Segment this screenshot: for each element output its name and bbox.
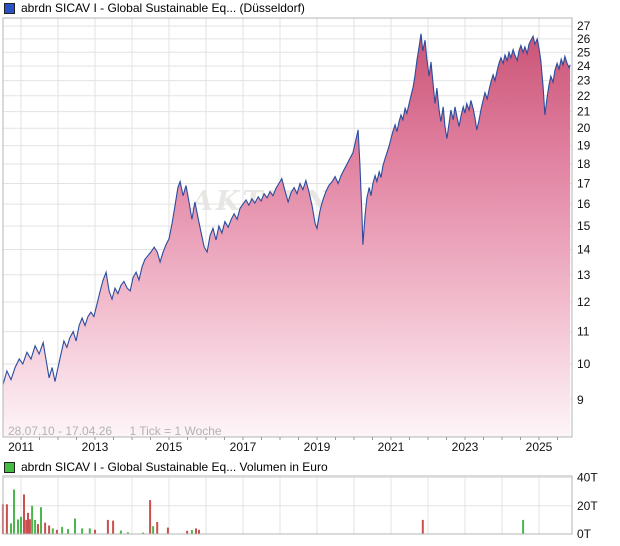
date-range-text: 28.07.10 - 17.04.26 bbox=[8, 424, 113, 438]
volume-bar bbox=[421, 519, 424, 534]
volume-bar bbox=[37, 524, 39, 534]
volume-bar bbox=[88, 528, 91, 534]
y-axis-tick-label: 17 bbox=[577, 176, 591, 190]
x-axis-tick-label: 2025 bbox=[526, 440, 553, 454]
x-axis-tick-label: 2021 bbox=[378, 440, 405, 454]
x-axis-tick-label: 2017 bbox=[230, 440, 257, 454]
volume-bar bbox=[522, 519, 525, 534]
volume-bar bbox=[166, 527, 169, 534]
volume-bar bbox=[149, 500, 152, 534]
x-axis-tick-label: 2015 bbox=[156, 440, 183, 454]
y-axis-tick-label: 26 bbox=[577, 32, 591, 46]
y-axis-tick-label: 23 bbox=[577, 74, 591, 88]
volume-bar bbox=[20, 516, 22, 534]
volume-grid bbox=[3, 476, 572, 534]
price-area-fill bbox=[2, 33, 571, 437]
volume-axis-tick-label: 20T bbox=[577, 499, 598, 513]
volume-bar bbox=[23, 494, 25, 534]
price-line bbox=[2, 33, 571, 386]
y-axis-tick-label: 12 bbox=[577, 295, 591, 309]
volume-bar bbox=[81, 528, 84, 534]
y-axis-tick-label: 21 bbox=[577, 105, 591, 119]
volume-bar bbox=[28, 519, 31, 534]
volume-bar bbox=[17, 519, 19, 534]
volume-bar bbox=[74, 518, 76, 534]
volume-y-axis-labels: 40T 20T 0T bbox=[577, 471, 598, 542]
tick-interval-text: 1 Tick = 1 Woche bbox=[129, 424, 222, 438]
volume-bar bbox=[67, 529, 69, 534]
volume-bar bbox=[106, 519, 109, 534]
volume-bar bbox=[112, 520, 115, 534]
y-axis-tick-label: 13 bbox=[577, 268, 591, 282]
volume-bar bbox=[34, 519, 37, 534]
volume-bar bbox=[44, 522, 47, 534]
volume-frame bbox=[2, 475, 573, 535]
volume-chart-title: abrdn SICAV I - Global Sustainable Eq...… bbox=[21, 460, 328, 474]
y-axis-tick-label: 25 bbox=[577, 45, 591, 59]
y-axis-tick-label: 11 bbox=[577, 325, 590, 339]
x-axis-tick-label: 2011 bbox=[8, 440, 34, 454]
volume-bar bbox=[152, 526, 155, 534]
volume-series-marker-icon bbox=[4, 461, 15, 473]
volume-bar bbox=[156, 522, 159, 534]
volume-bars bbox=[1, 489, 525, 535]
x-axis-labels: 2011 2013 2015 2017 2019 2021 2023 2025 bbox=[8, 440, 553, 454]
volume-bar bbox=[10, 523, 12, 534]
y-axis-tick-label: 9 bbox=[577, 393, 584, 407]
y-axis-tick-label: 16 bbox=[577, 197, 591, 211]
volume-bar bbox=[198, 529, 200, 534]
y-axis-tick-label: 20 bbox=[577, 121, 591, 135]
volume-bar bbox=[13, 489, 15, 534]
volume-bar bbox=[31, 505, 34, 535]
price-frame bbox=[2, 17, 573, 440]
price-chart-title: abrdn SICAV I - Global Sustainable Eq...… bbox=[21, 1, 305, 15]
volume-bar bbox=[25, 519, 28, 534]
date-range-note: 28.07.10 - 17.04.26 1 Tick = 1 Woche bbox=[8, 424, 222, 438]
volume-bar bbox=[94, 529, 96, 534]
y-axis-tick-label: 18 bbox=[577, 157, 591, 171]
volume-bar bbox=[126, 532, 129, 534]
volume-bar bbox=[142, 532, 145, 534]
volume-bar bbox=[190, 530, 193, 534]
y-axis-tick-label: 22 bbox=[577, 89, 591, 103]
y-axis-tick-label: 27 bbox=[577, 19, 591, 33]
y-axis-tick-label: 14 bbox=[577, 243, 591, 257]
volume-bar bbox=[61, 526, 64, 534]
volume-chart-header: abrdn SICAV I - Global Sustainable Eq...… bbox=[4, 460, 328, 474]
volume-bar bbox=[48, 525, 51, 534]
volume-bar bbox=[119, 530, 122, 534]
y-axis-tick-label: 19 bbox=[577, 139, 591, 153]
volume-bar bbox=[195, 528, 197, 534]
volume-axis-tick-label: 40T bbox=[577, 471, 598, 485]
price-series-marker-icon bbox=[4, 2, 15, 14]
volume-bar bbox=[55, 529, 58, 534]
y-axis-tick-label: 10 bbox=[577, 357, 591, 371]
x-axis-tick-label: 2013 bbox=[82, 440, 109, 454]
volume-bar bbox=[5, 504, 8, 534]
x-axis-tick-label: 2019 bbox=[304, 440, 331, 454]
price-chart-header: abrdn SICAV I - Global Sustainable Eq...… bbox=[4, 1, 305, 15]
volume-axis-tick-label: 0T bbox=[577, 527, 592, 541]
volume-bar bbox=[40, 507, 42, 534]
volume-bar bbox=[27, 512, 29, 534]
y-axis-tick-label: 15 bbox=[577, 219, 591, 233]
x-axis-tick-label: 2023 bbox=[452, 440, 479, 454]
volume-bar bbox=[186, 530, 189, 534]
price-series bbox=[2, 33, 571, 437]
volume-bar bbox=[51, 528, 54, 534]
y-axis-tick-label: 24 bbox=[577, 59, 591, 73]
